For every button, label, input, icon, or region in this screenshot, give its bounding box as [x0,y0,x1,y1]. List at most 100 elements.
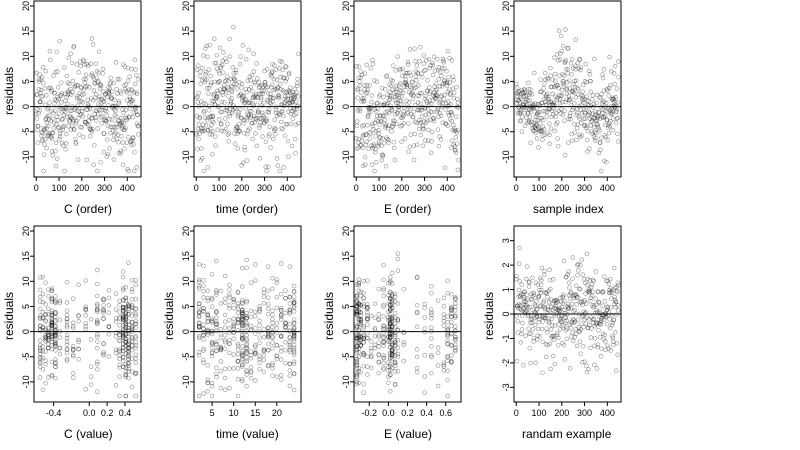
data-point [595,289,601,294]
data-point [589,326,594,331]
data-point [283,295,288,301]
data-point [544,310,550,316]
data-point [209,331,215,337]
data-point [129,347,135,353]
data-point [392,359,398,365]
data-point [388,367,393,373]
data-point [610,320,615,326]
data-point [253,326,258,331]
data-point [67,114,72,119]
data-point [593,109,598,114]
data-point [376,359,382,365]
data-point [574,112,579,118]
data-point [242,98,248,103]
y-tick-label: 20 [341,1,351,11]
data-point [422,301,427,307]
data-point [126,356,131,362]
data-point [274,280,280,285]
x-tick-label: 5 [210,408,215,418]
data-point [214,374,219,380]
data-point [240,310,245,316]
data-point [389,301,395,306]
data-point [40,93,45,99]
data-point [358,316,363,322]
data-point [538,290,544,296]
data-point [126,303,131,309]
data-point [532,310,538,315]
data-point [532,124,537,129]
data-point [287,294,293,300]
data-point [282,100,288,106]
data-point [49,320,55,325]
data-point [244,359,249,365]
data-point [212,36,217,42]
data-point [117,315,122,320]
data-point [395,354,401,360]
data-point [604,278,609,284]
data-point [398,67,403,73]
data-point [41,125,47,131]
data-point [227,287,232,292]
data-point [204,86,210,91]
data-point [428,109,434,114]
data-point [365,313,370,318]
data-point [388,321,393,327]
data-point [571,81,576,87]
data-point [514,303,520,309]
data-point [120,319,126,324]
data-point [103,118,109,124]
data-point [267,95,273,101]
data-point [530,275,535,281]
data-point [244,384,249,389]
data-point [356,354,362,360]
data-point [606,312,611,318]
data-point [76,339,81,345]
data-point [64,316,70,322]
data-point [99,113,105,119]
data-point [531,292,537,297]
data-point [266,110,272,115]
data-point [215,127,220,132]
data-point [49,288,55,294]
data-point [386,309,391,315]
x-tick-label: 20 [272,408,282,418]
data-point [354,136,359,141]
data-point [449,319,454,325]
data-point [270,360,275,366]
data-point [205,165,211,170]
data-point [244,117,250,123]
data-point [557,73,562,78]
data-point [544,326,549,331]
data-point [372,342,378,348]
data-point [196,350,202,355]
data-point [202,79,208,84]
data-point [612,63,618,69]
data-point [89,116,94,121]
data-point [214,93,219,99]
data-point [270,136,276,142]
data-point [278,314,284,320]
data-point [431,93,436,99]
data-point [106,90,112,96]
panel-c-value: -10 -5 0 5 10 15 20 -0.4 0.0 0.2 0.4 residuals C (… [0,225,160,450]
data-point [381,334,386,339]
data-point [275,163,281,168]
data-point [99,97,104,102]
data-point [296,120,301,126]
data-point [210,129,216,134]
data-point [53,310,58,315]
data-point [64,312,70,318]
data-point [368,65,374,71]
data-point [64,358,70,363]
data-point [544,114,550,119]
data-point [240,312,245,317]
data-point [401,121,407,126]
data-point [566,280,572,286]
data-point [389,356,395,361]
data-point [120,330,126,335]
data-point [235,377,241,382]
data-point [201,326,206,331]
data-point [133,343,138,348]
data-point [572,317,577,323]
data-point [429,129,435,135]
